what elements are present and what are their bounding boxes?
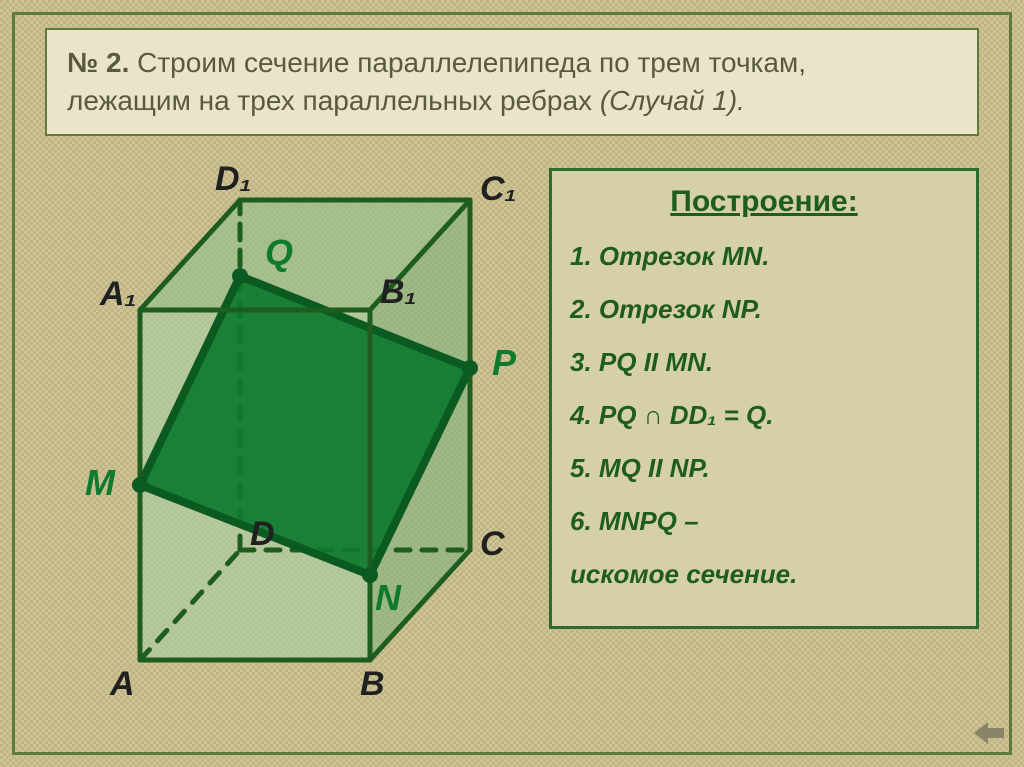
svg-text:C: C	[480, 525, 505, 563]
svg-text:D: D	[250, 515, 275, 553]
construction-heading: Построение:	[570, 185, 958, 219]
construction-step: 1. Отрезок MN.	[570, 241, 958, 272]
title-box: № 2. Строим сечение параллелепипеда по т…	[45, 28, 979, 136]
title-number: № 2.	[67, 47, 129, 78]
svg-text:A₁: A₁	[99, 275, 137, 313]
diagram-area: A B C D A₁ B₁ C₁ D₁ M N P Q	[40, 150, 580, 730]
svg-text:D₁: D₁	[215, 160, 252, 198]
slide-canvas: № 2. Строим сечение параллелепипеда по т…	[0, 0, 1024, 767]
svg-text:P: P	[492, 342, 517, 383]
title-italic: (Случай 1).	[600, 85, 745, 116]
construction-step: 2. Отрезок NP.	[570, 294, 958, 325]
title-line2: лежащим на трех параллельных ребрах	[67, 85, 600, 116]
svg-text:N: N	[375, 577, 402, 618]
construction-box: Построение: 1. Отрезок MN. 2. Отрезок NP.…	[549, 168, 979, 629]
construction-step: искомое сечение.	[570, 559, 958, 590]
nav-back-arrow[interactable]	[974, 722, 1004, 749]
construction-step: 3. PQ II MN.	[570, 347, 958, 378]
svg-text:B₁: B₁	[380, 273, 417, 311]
svg-text:B: B	[360, 665, 385, 703]
svg-text:C₁: C₁	[480, 170, 517, 208]
construction-step: 5. MQ II NP.	[570, 453, 958, 484]
construction-step: 4. PQ ∩ DD₁ = Q.	[570, 400, 958, 431]
construction-step: 6. MNPQ –	[570, 506, 958, 537]
svg-text:M: M	[85, 462, 116, 503]
construction-steps: 1. Отрезок MN. 2. Отрезок NP. 3. PQ II MN.…	[570, 241, 958, 590]
parallelepiped-diagram: A B C D A₁ B₁ C₁ D₁ M N P Q	[40, 150, 580, 730]
svg-text:Q: Q	[265, 232, 293, 273]
svg-text:A: A	[109, 665, 135, 703]
title-line1: Строим сечение параллелепипеда по трем т…	[129, 47, 806, 78]
